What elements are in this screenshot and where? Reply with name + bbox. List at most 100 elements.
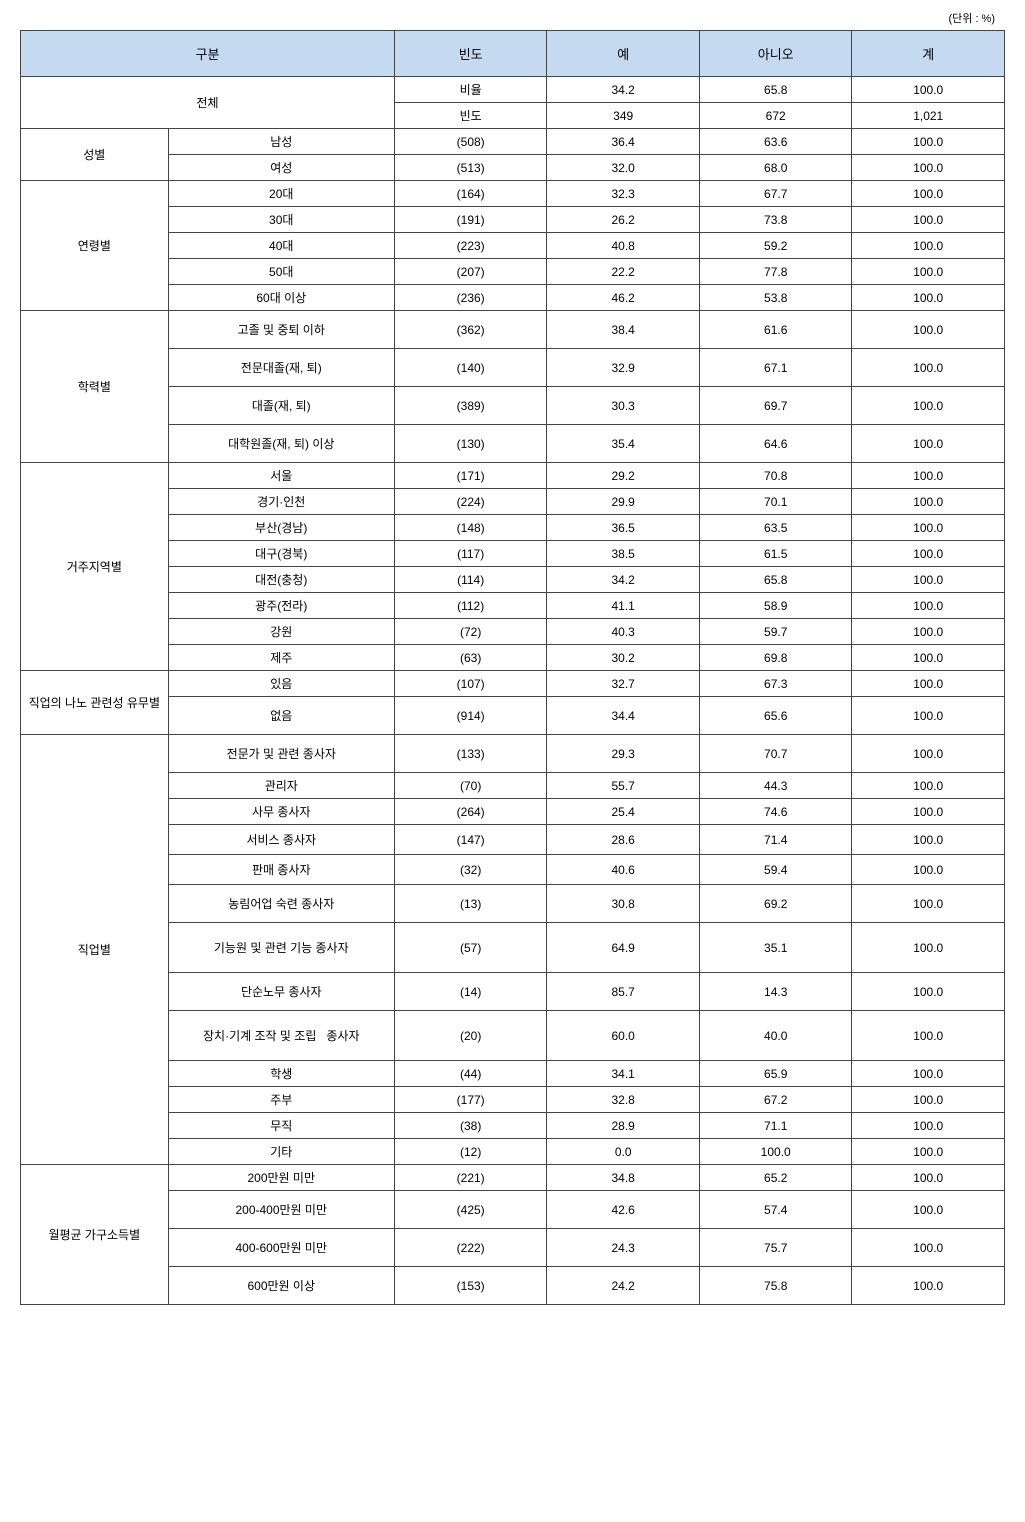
row-total: 100.0 <box>852 1139 1005 1165</box>
table-row: 600만원 이상(153)24.275.8100.0 <box>21 1267 1005 1305</box>
row-no: 71.4 <box>699 825 852 855</box>
row-total: 100.0 <box>852 855 1005 885</box>
row-sub-label: 제주 <box>168 645 394 671</box>
row-freq: (164) <box>394 181 547 207</box>
row-sub-label: 주부 <box>168 1087 394 1113</box>
overall-label: 전체 <box>21 77 395 129</box>
table-row: 기능원 및 관련 기능 종사자(57)64.935.1100.0 <box>21 923 1005 973</box>
row-yes: 0.0 <box>547 1139 700 1165</box>
row-sub-label: 무직 <box>168 1113 394 1139</box>
row-sub-label: 경기·인천 <box>168 489 394 515</box>
row-freq: (148) <box>394 515 547 541</box>
row-total: 100.0 <box>852 1165 1005 1191</box>
table-row: 없음(914)34.465.6100.0 <box>21 697 1005 735</box>
row-no: 65.2 <box>699 1165 852 1191</box>
row-total: 100.0 <box>852 207 1005 233</box>
row-sub-label: 여성 <box>168 155 394 181</box>
row-sub-label: 20대 <box>168 181 394 207</box>
group-label: 월평균 가구소득별 <box>21 1165 169 1305</box>
row-no: 59.4 <box>699 855 852 885</box>
row-sub-label: 서울 <box>168 463 394 489</box>
row-yes: 35.4 <box>547 425 700 463</box>
row-sub-label: 40대 <box>168 233 394 259</box>
table-row: 30대(191)26.273.8100.0 <box>21 207 1005 233</box>
table-row: 주부(177)32.867.2100.0 <box>21 1087 1005 1113</box>
row-total: 100.0 <box>852 129 1005 155</box>
row-sub-label: 200-400만원 미만 <box>168 1191 394 1229</box>
overall-ratio-total: 100.0 <box>852 77 1005 103</box>
row-freq: (914) <box>394 697 547 735</box>
row-total: 100.0 <box>852 735 1005 773</box>
row-freq: (57) <box>394 923 547 973</box>
row-sub-label: 단순노무 종사자 <box>168 973 394 1011</box>
row-total: 100.0 <box>852 489 1005 515</box>
row-yes: 30.2 <box>547 645 700 671</box>
group-label: 성별 <box>21 129 169 181</box>
table-row: 연령별20대(164)32.367.7100.0 <box>21 181 1005 207</box>
row-yes: 28.9 <box>547 1113 700 1139</box>
row-freq: (140) <box>394 349 547 387</box>
row-sub-label: 200만원 미만 <box>168 1165 394 1191</box>
row-no: 65.6 <box>699 697 852 735</box>
overall-ratio-yes: 34.2 <box>547 77 700 103</box>
row-sub-label: 전문가 및 관련 종사자 <box>168 735 394 773</box>
row-yes: 32.8 <box>547 1087 700 1113</box>
row-freq: (362) <box>394 311 547 349</box>
row-sub-label: 고졸 및 중퇴 이하 <box>168 311 394 349</box>
row-no: 68.0 <box>699 155 852 181</box>
row-no: 35.1 <box>699 923 852 973</box>
overall-freq-no: 672 <box>699 103 852 129</box>
overall-ratio-no: 65.8 <box>699 77 852 103</box>
table-row: 60대 이상(236)46.253.8100.0 <box>21 285 1005 311</box>
row-yes: 26.2 <box>547 207 700 233</box>
table-row: 월평균 가구소득별200만원 미만(221)34.865.2100.0 <box>21 1165 1005 1191</box>
table-row: 광주(전라)(112)41.158.9100.0 <box>21 593 1005 619</box>
row-total: 100.0 <box>852 825 1005 855</box>
row-total: 100.0 <box>852 463 1005 489</box>
row-no: 14.3 <box>699 973 852 1011</box>
row-yes: 34.1 <box>547 1061 700 1087</box>
table-row: 40대(223)40.859.2100.0 <box>21 233 1005 259</box>
row-freq: (112) <box>394 593 547 619</box>
row-no: 70.7 <box>699 735 852 773</box>
row-total: 100.0 <box>852 259 1005 285</box>
row-freq: (13) <box>394 885 547 923</box>
row-yes: 28.6 <box>547 825 700 855</box>
row-no: 58.9 <box>699 593 852 619</box>
table-row: 강원(72)40.359.7100.0 <box>21 619 1005 645</box>
row-freq: (264) <box>394 799 547 825</box>
row-sub-label: 50대 <box>168 259 394 285</box>
table-row: 서비스 종사자(147)28.671.4100.0 <box>21 825 1005 855</box>
row-yes: 40.6 <box>547 855 700 885</box>
group-label: 직업별 <box>21 735 169 1165</box>
table-row: 학생(44)34.165.9100.0 <box>21 1061 1005 1087</box>
row-sub-label: 기능원 및 관련 기능 종사자 <box>168 923 394 973</box>
row-total: 100.0 <box>852 773 1005 799</box>
row-freq: (207) <box>394 259 547 285</box>
row-yes: 32.3 <box>547 181 700 207</box>
row-no: 73.8 <box>699 207 852 233</box>
row-sub-label: 서비스 종사자 <box>168 825 394 855</box>
row-no: 67.2 <box>699 1087 852 1113</box>
group-label: 거주지역별 <box>21 463 169 671</box>
row-freq: (63) <box>394 645 547 671</box>
row-total: 100.0 <box>852 285 1005 311</box>
table-row: 대학원졸(재, 퇴) 이상(130)35.464.6100.0 <box>21 425 1005 463</box>
row-freq: (508) <box>394 129 547 155</box>
row-yes: 38.4 <box>547 311 700 349</box>
row-total: 100.0 <box>852 1267 1005 1305</box>
table-row: 대전(충청)(114)34.265.8100.0 <box>21 567 1005 593</box>
row-total: 100.0 <box>852 155 1005 181</box>
row-no: 44.3 <box>699 773 852 799</box>
row-sub-label: 60대 이상 <box>168 285 394 311</box>
row-sub-label: 600만원 이상 <box>168 1267 394 1305</box>
row-yes: 40.8 <box>547 233 700 259</box>
row-sub-label: 농림어업 숙련 종사자 <box>168 885 394 923</box>
row-sub-label: 부산(경남) <box>168 515 394 541</box>
row-sub-label: 사무 종사자 <box>168 799 394 825</box>
header-category: 구분 <box>21 31 395 77</box>
row-freq: (147) <box>394 825 547 855</box>
row-freq: (177) <box>394 1087 547 1113</box>
row-total: 100.0 <box>852 233 1005 259</box>
row-yes: 41.1 <box>547 593 700 619</box>
